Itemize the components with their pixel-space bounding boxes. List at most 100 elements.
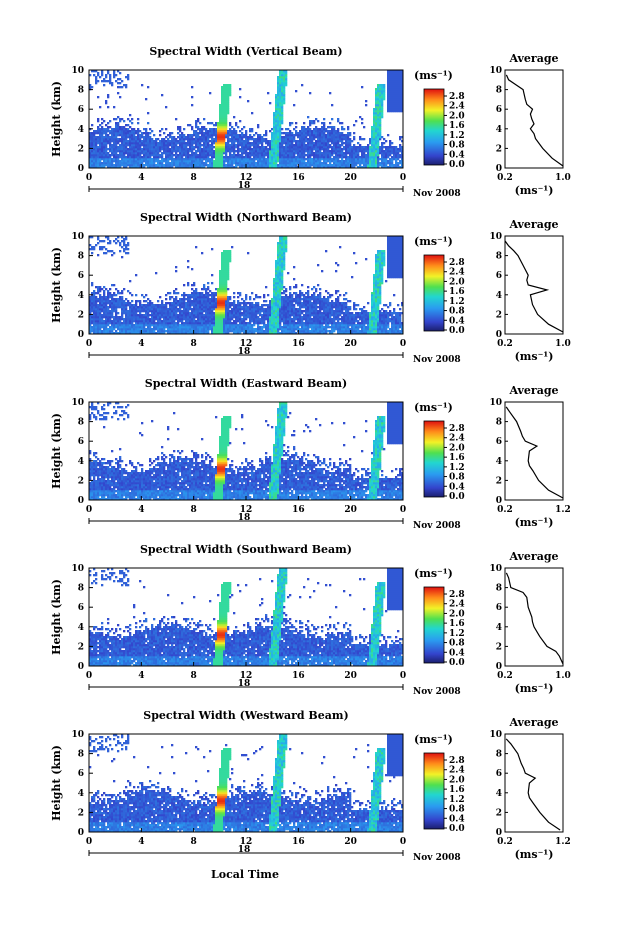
heatmap-cell [231,160,234,163]
heatmap-cell [117,160,120,163]
heatmap-cell [213,154,216,157]
heatmap-cell [265,162,268,165]
heatmap-cell [93,314,96,317]
heatmap-cell [171,156,174,159]
heatmap-cell [313,144,316,147]
heatmap-cell [225,296,228,299]
heatmap-cell [203,318,206,321]
heatmap-cell [109,312,112,315]
heatmap-cell [123,288,126,291]
heatmap-cell [233,162,236,165]
heatmap-cell [227,276,230,279]
heatmap-cell [101,152,104,155]
heatmap-cell [227,150,230,153]
heatmap-cell [151,148,154,151]
heatmap-cell [233,324,236,327]
heatmap-cell [183,306,186,309]
heatmap-cell [169,158,172,161]
heatmap-cell [125,132,128,135]
heatmap-cell [293,154,296,157]
heatmap-cell [319,162,322,165]
heatmap-cell [149,314,152,317]
heatmap-cell [191,134,194,137]
heatmap-cell [345,134,348,137]
heatmap-cell [159,162,162,165]
heatmap-cell [179,144,182,147]
heatmap-cell [221,128,224,131]
heatmap-cell [231,148,234,151]
heatmap-cell [239,134,242,137]
heatmap-cell [215,330,218,333]
heatmap-cell [177,332,180,335]
heatmap-cell [135,294,138,297]
heatmap-cell [225,112,228,115]
heatmap-cell [195,122,198,125]
heatmap-cell [197,298,200,301]
heatmap-cell [239,158,242,161]
heatmap-cell [303,132,306,135]
heatmap-cell [245,156,248,159]
heatmap-cell [179,162,182,165]
heatmap-cell [321,142,324,145]
heatmap-cell [247,148,250,151]
heatmap-cell [389,144,392,147]
heatmap-cell [179,166,182,169]
heatmap-cell [349,132,352,135]
heatmap-cell [157,158,160,161]
heatmap-cell [231,146,234,149]
heatmap-cell [273,140,276,143]
heatmap-cell [93,134,96,137]
heatmap-cell [97,292,100,295]
heatmap-cell [123,330,126,333]
heatmap-cell [401,160,404,163]
heatmap-cell [297,158,300,161]
heatmap-cell [135,326,138,329]
heatmap-cell [183,314,186,317]
heatmap-cell [171,310,174,313]
heatmap-cell [195,300,198,303]
heatmap-cell [275,164,278,167]
heatmap-cell [275,114,278,117]
heatmap-cell [245,144,248,147]
heatmap-cell [199,318,202,321]
heatmap-cell [179,126,182,129]
heatmap-cell [229,166,232,169]
heatmap-cell [109,318,112,321]
heatmap-cell [349,160,352,163]
heatmap-cell [133,162,136,165]
heatmap-cell [317,136,320,139]
heatmap-cell [387,152,390,155]
heatmap-cell [161,140,164,143]
heatmap-cell [99,324,102,327]
heatmap-cell [137,158,140,161]
heatmap-cell [241,138,244,141]
heatmap-cell [175,140,178,143]
heatmap-cell [141,330,144,333]
heatmap-cell [205,326,208,329]
heatmap-cell [225,88,228,91]
heatmap-cell [329,146,332,149]
heatmap-cell [251,166,254,169]
heatmap-cell [379,122,382,125]
heatmap-cell [119,96,122,99]
heatmap-cell [121,292,124,295]
heatmap-cell [199,330,202,333]
heatmap-cell [143,306,146,309]
heatmap-cell [289,162,292,165]
heatmap-cell [223,98,226,101]
heatmap-cell [217,306,220,309]
avg-y-tick-label: 10 [489,66,502,76]
heatmap-cell [343,134,346,137]
heatmap-cell [119,72,122,75]
heatmap-cell [391,72,394,75]
heatmap-cell [275,94,278,97]
colorbar-tick-label: 1.6 [449,121,465,131]
heatmap-cell [371,166,374,169]
heatmap-cell [209,130,212,133]
heatmap-cell [301,148,304,151]
heatmap-cell [119,140,122,143]
heatmap-cell [159,164,162,167]
heatmap-cell [91,138,94,141]
heatmap-cell [327,138,330,141]
heatmap-cell [227,304,230,307]
